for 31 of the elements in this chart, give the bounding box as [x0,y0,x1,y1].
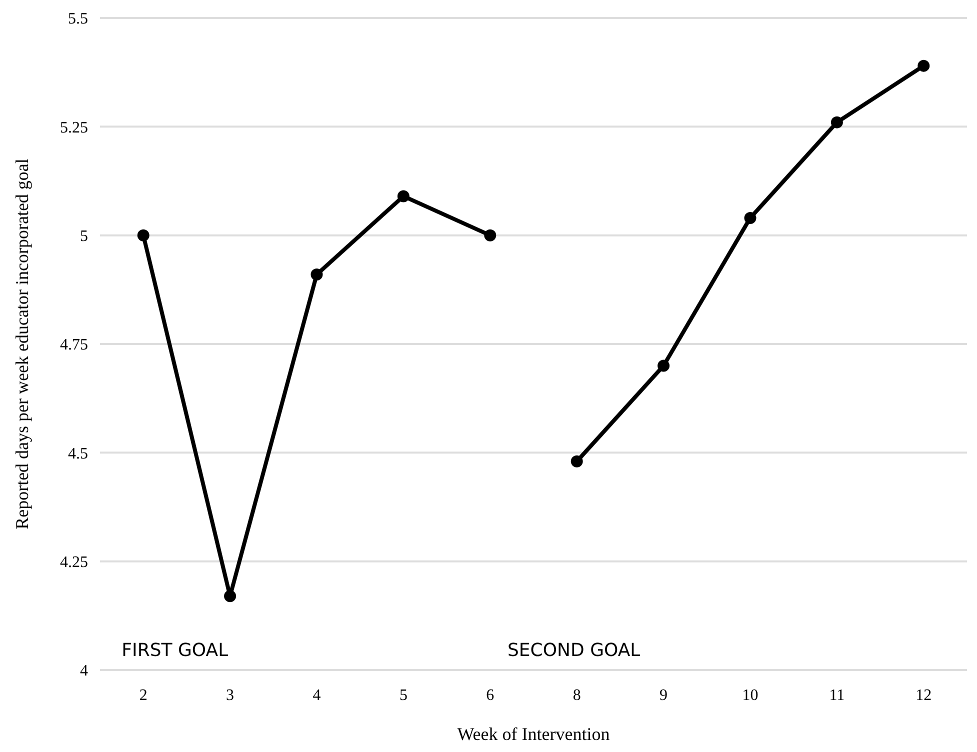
x-tick-label: 6 [486,687,494,704]
x-axis-title: Week of Intervention [457,724,610,744]
point [224,590,236,602]
point [570,455,583,468]
y-tick-label: 5.5 [68,10,88,28]
point [918,60,930,72]
y-axis-title: Reported days per week educator incorporated goal [12,158,32,530]
x-tick-label: 5 [399,687,408,704]
y-tick-label: 4 [80,662,88,680]
y-tick-label: 4.5 [68,445,88,462]
x-tick-label: 10 [742,687,758,704]
y-tick-label: 4.25 [60,554,88,571]
y-tick-label: 4.75 [60,336,88,354]
annotation: SECOND GOAL [507,640,640,661]
point [484,229,496,242]
annotation: FIRST GOAL [122,640,228,661]
x-tick-label: 2 [139,687,148,704]
point [744,212,756,224]
point [310,268,323,280]
point [830,116,843,128]
point [658,360,670,372]
point [137,229,150,242]
x-tick-label: 3 [226,687,234,704]
y-tick-label: 5.25 [60,119,88,136]
x-tick-label: 12 [916,687,932,704]
x-tick-label: 9 [660,687,668,704]
x-tick-label: 8 [572,687,581,704]
point [397,190,410,202]
x-tick-label: 11 [829,687,845,704]
y-tick-label: 5 [80,228,88,245]
x-tick-label: 4 [312,687,321,704]
